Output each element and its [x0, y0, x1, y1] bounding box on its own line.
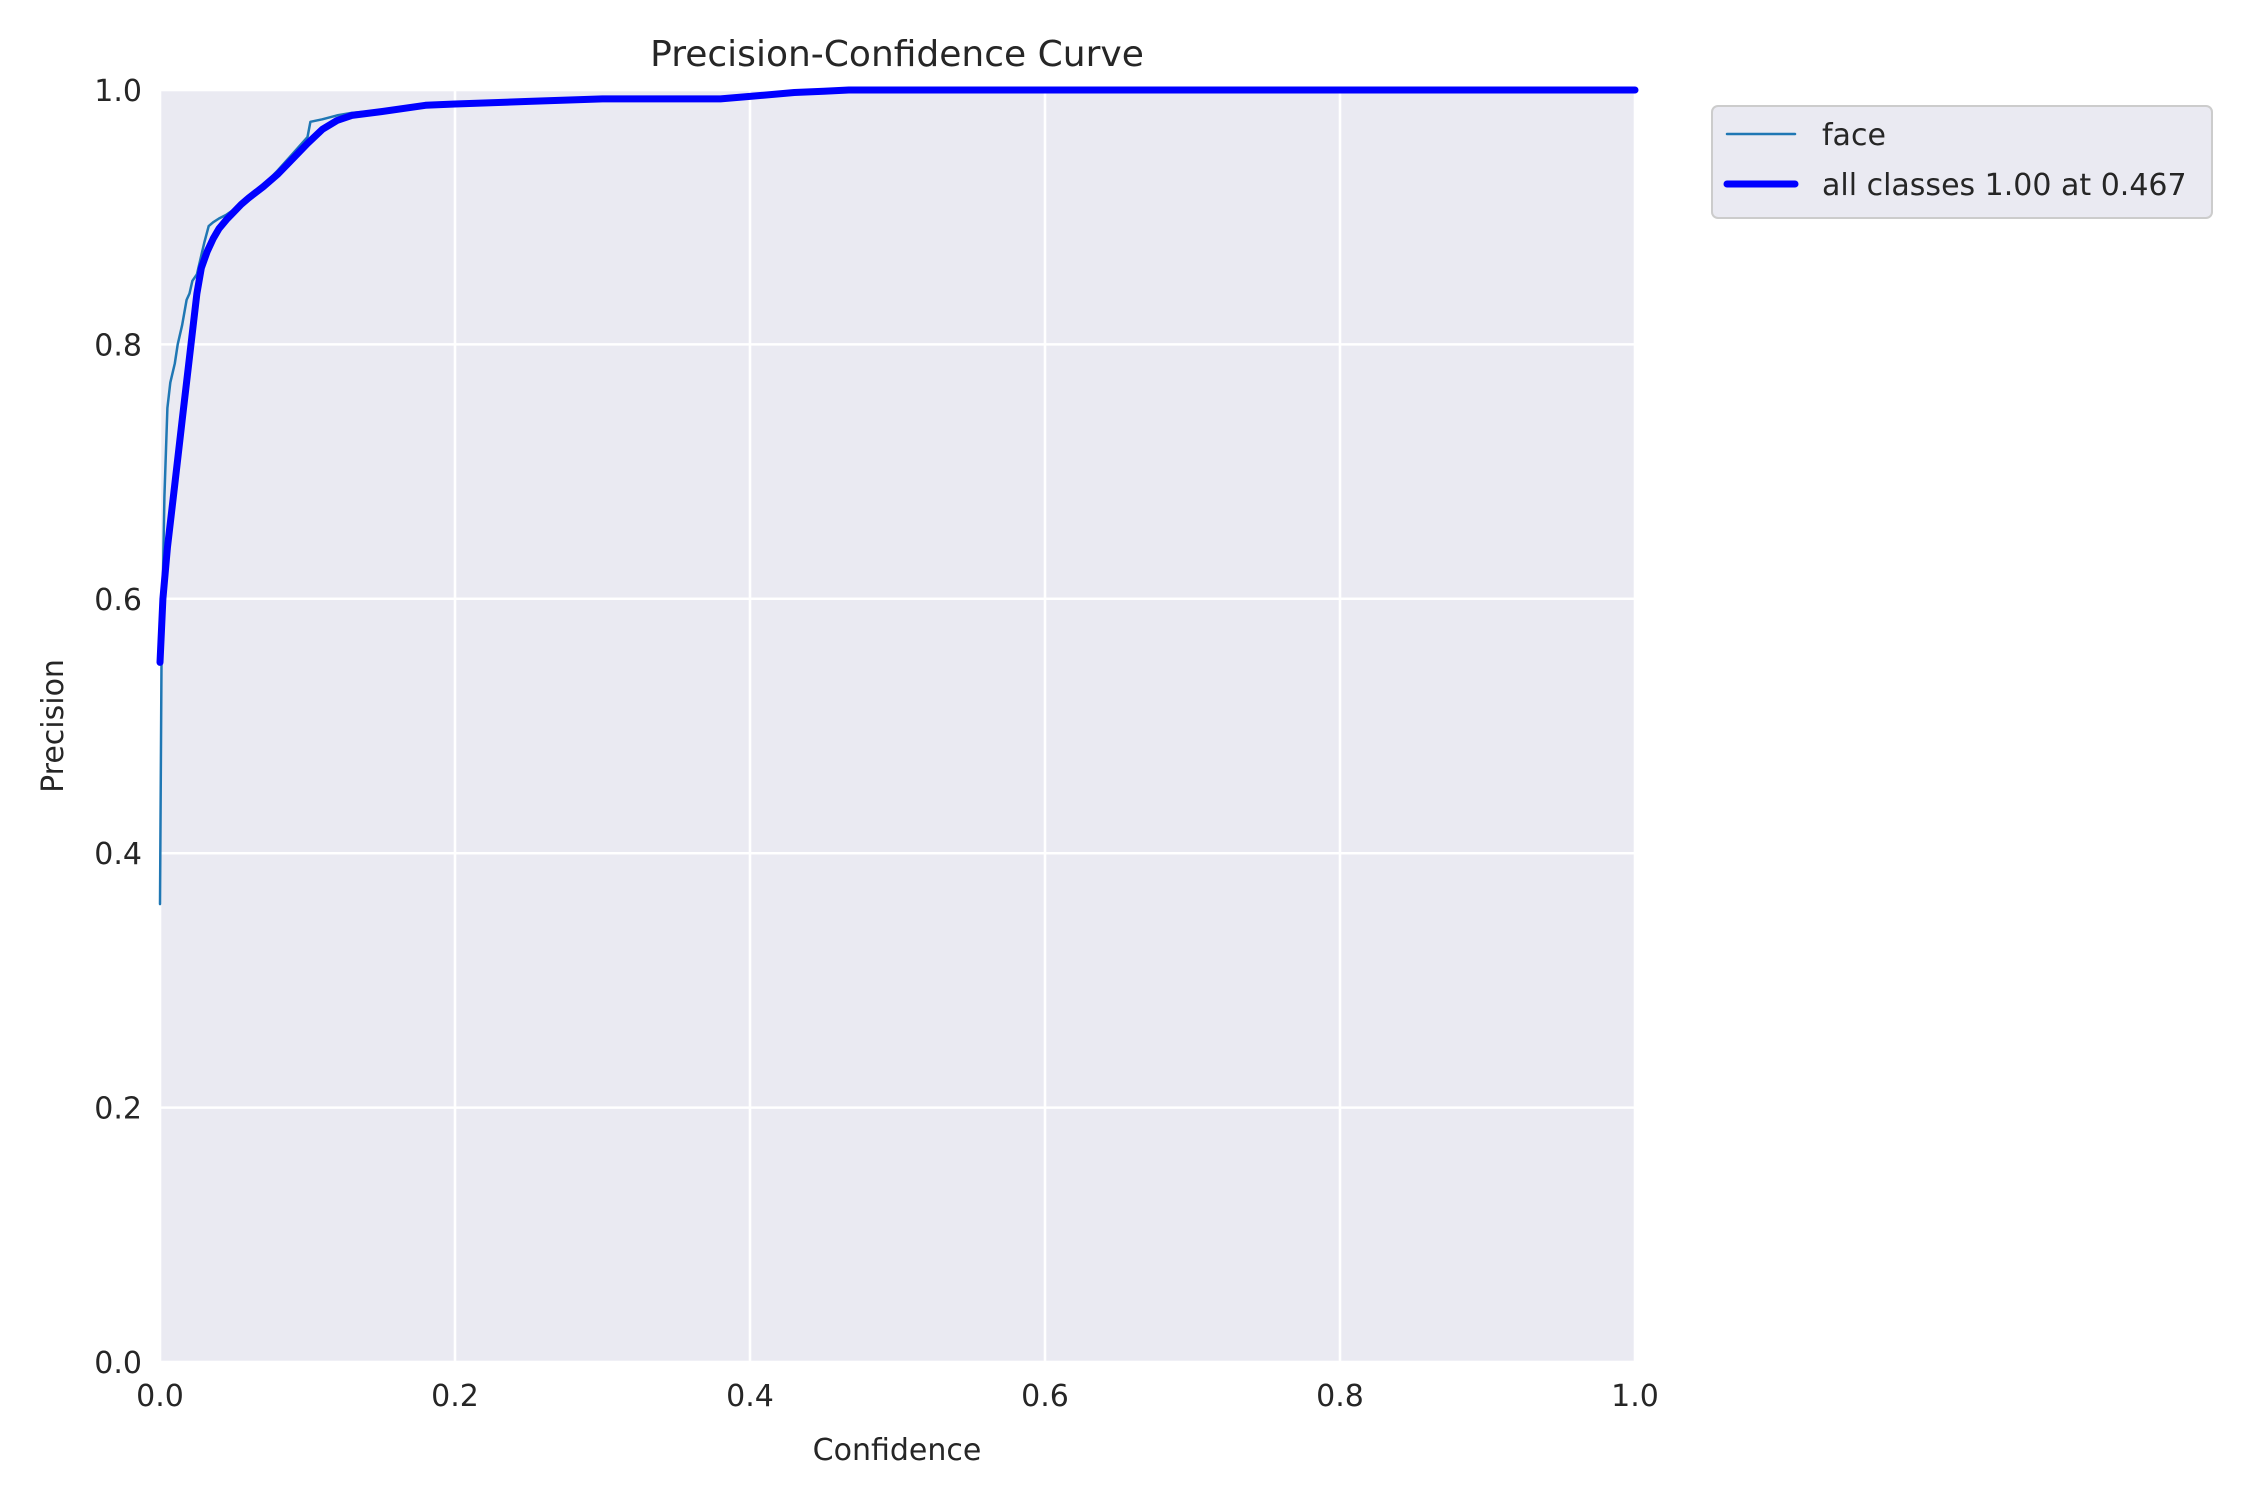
legend-label-all-classes: all classes 1.00 at 0.467: [1822, 168, 2187, 203]
x-tick-label: 0.6: [1021, 1379, 1069, 1414]
series-line-all-classes: [156, 86, 1639, 666]
y-axis-label: Precision: [36, 659, 71, 793]
legend-box: [1711, 105, 2213, 219]
y-tick-label: 1.0: [94, 74, 142, 109]
y-tick-label: 0.2: [94, 1092, 142, 1127]
y-tick-label: 0.8: [94, 328, 142, 363]
x-tick-label: 0.0: [136, 1379, 184, 1414]
y-tick-label: 0.6: [94, 583, 142, 618]
x-tick-label: 1.0: [1611, 1379, 1659, 1414]
plot-area: [160, 90, 1635, 1362]
legend-label-face: face: [1822, 118, 1886, 153]
legend: face all classes 1.00 at 0.467: [1711, 105, 2213, 219]
x-tick-label: 0.4: [726, 1379, 774, 1414]
grid-lines: [158, 88, 1637, 1364]
x-axis-label: Confidence: [813, 1433, 982, 1468]
chart-title: Precision-Confidence Curve: [650, 34, 1144, 75]
x-tick-label: 0.8: [1316, 1379, 1364, 1414]
y-tick-label: 0.4: [94, 837, 142, 872]
series-layer: [156, 86, 1639, 906]
tick-labels: 0.0 0.2 0.4 0.6 0.8 1.0 0.0 0.2 0.4 0.6 0.8 1.0: [94, 74, 1659, 1414]
y-tick-label: 0.0: [94, 1346, 142, 1381]
x-tick-label: 0.2: [431, 1379, 479, 1414]
